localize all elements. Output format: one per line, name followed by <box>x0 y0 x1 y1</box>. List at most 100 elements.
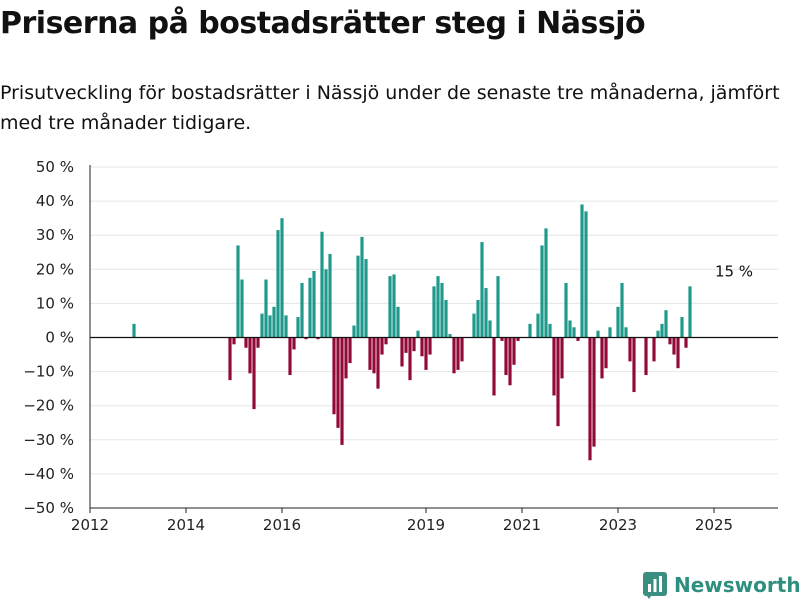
bar-2020-09 <box>504 337 508 376</box>
bar-2019-06 <box>444 299 448 338</box>
bar-2022-04 <box>580 204 584 338</box>
bar-2018-01 <box>376 337 380 389</box>
bar-2020-01 <box>472 313 476 338</box>
bar-2023-08 <box>644 337 648 376</box>
bar-2022-08 <box>596 330 600 338</box>
bar-2016-07 <box>304 337 308 340</box>
bar-2022-10 <box>604 337 608 369</box>
x-tick-label: 2016 <box>263 516 301 534</box>
bar-2015-04 <box>244 337 248 348</box>
bar-2019-01 <box>424 337 428 370</box>
bar-2021-03 <box>528 323 532 338</box>
bar-2018-12 <box>420 337 424 357</box>
bar-2012-12 <box>132 323 136 338</box>
bar-2020-06 <box>492 337 496 396</box>
bar-2022-09 <box>600 337 604 379</box>
y-tick-label: −10 % <box>23 363 74 381</box>
x-tick-label: 2019 <box>407 516 445 534</box>
bar-2019-09 <box>456 337 460 370</box>
bar-chart-logo-icon <box>643 571 667 599</box>
bar-2020-03 <box>480 242 484 338</box>
bar-2016-05 <box>296 317 300 338</box>
bar-2021-11 <box>560 337 564 379</box>
chart-subtitle: Prisutveckling för bostadsrätter i Nässj… <box>0 82 780 134</box>
x-tick-label: 2021 <box>503 516 541 534</box>
bar-2018-05 <box>392 274 396 338</box>
labels: 50 % 40 % 30 % 20 % 10 % 0 % −10 % −20 % −30 % −4… <box>23 158 753 534</box>
bar-2014-12 <box>228 337 232 381</box>
y-tick-label: 10 % <box>36 294 74 312</box>
bar-2019-02 <box>428 337 432 355</box>
bar-2022-06 <box>588 337 592 461</box>
bar-2016-10 <box>316 337 320 340</box>
y-tick-label: 50 % <box>36 158 74 176</box>
bar-2015-11 <box>272 306 276 338</box>
bar-2018-09 <box>408 337 412 381</box>
bar-2021-10 <box>556 337 560 427</box>
bar-2017-12 <box>372 337 376 374</box>
bar-2021-07 <box>544 228 548 338</box>
bar-2024-04 <box>676 337 680 369</box>
value-annotation: 15 % <box>715 262 753 280</box>
bar-2020-07 <box>496 276 500 338</box>
bar-2015-12 <box>276 230 280 338</box>
bar-2019-07 <box>448 334 452 338</box>
bar-2017-05 <box>344 337 348 379</box>
bar-2020-05 <box>488 320 492 338</box>
bar-2018-07 <box>400 337 404 367</box>
bar-2022-05 <box>584 211 588 338</box>
axes <box>89 165 778 513</box>
bar-2016-01 <box>280 218 284 338</box>
y-tick-label: −20 % <box>23 397 74 415</box>
bar-2019-08 <box>452 337 456 374</box>
brand-name: Newsworthy <box>674 573 800 597</box>
bar-2016-08 <box>308 277 312 338</box>
bar-2021-08 <box>548 323 552 338</box>
bar-2018-04 <box>388 276 392 338</box>
bar-2017-04 <box>340 337 344 445</box>
bar-2020-12 <box>516 337 520 341</box>
gridlines <box>90 166 778 509</box>
bar-2016-12 <box>324 269 328 338</box>
x-tick-label: 2023 <box>599 516 637 534</box>
bar-2016-11 <box>320 231 324 338</box>
bar-2020-08 <box>500 337 504 341</box>
bar-2023-05 <box>632 337 636 393</box>
bar-2017-08 <box>356 255 360 338</box>
bar-2016-06 <box>300 282 304 338</box>
bar-2023-04 <box>628 337 632 362</box>
bar-2024-02 <box>668 337 672 345</box>
bar-2022-01 <box>568 320 572 338</box>
brand-logo: Newsworthy <box>643 570 800 600</box>
bar-2021-06 <box>540 245 544 338</box>
bar-2021-05 <box>536 313 540 338</box>
bar-2018-10 <box>412 337 416 352</box>
bar-2022-03 <box>576 337 580 341</box>
bar-2023-10 <box>652 337 656 362</box>
y-tick-label: −50 % <box>23 499 74 517</box>
bar-2017-10 <box>364 259 368 338</box>
bar-2020-02 <box>476 299 480 338</box>
bar-2017-01 <box>328 253 332 338</box>
x-tick-label: 2014 <box>167 516 205 534</box>
y-tick-label: 0 % <box>45 329 74 347</box>
bar-2019-04 <box>436 276 440 338</box>
bar-2018-06 <box>396 306 400 338</box>
bar-2022-07 <box>592 337 596 447</box>
bar-2017-02 <box>332 337 336 415</box>
bar-2017-09 <box>360 236 364 338</box>
bar-2016-09 <box>312 271 316 338</box>
bar-2015-02 <box>236 245 240 338</box>
bar-2019-03 <box>432 286 436 338</box>
bar-2015-05 <box>248 337 252 374</box>
bar-2020-10 <box>508 337 512 386</box>
bar-2023-01 <box>616 306 620 338</box>
bar-2018-11 <box>416 330 420 338</box>
bars <box>132 204 692 461</box>
bar-2023-11 <box>656 330 660 338</box>
y-tick-label: −30 % <box>23 431 74 449</box>
bar-2023-12 <box>660 323 664 338</box>
bar-2017-06 <box>348 337 352 364</box>
y-tick-label: 30 % <box>36 226 74 244</box>
